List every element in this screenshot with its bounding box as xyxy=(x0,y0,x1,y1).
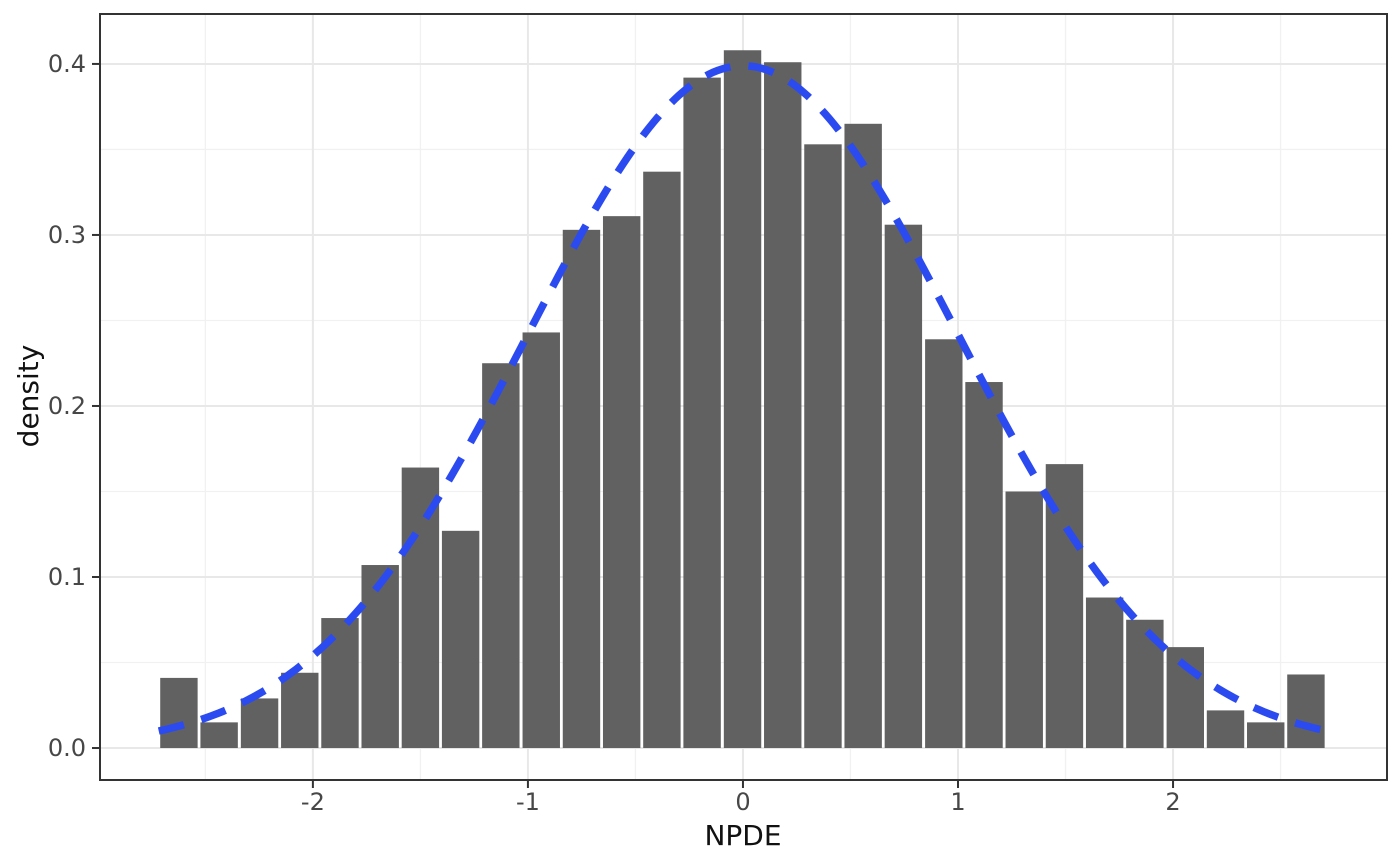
histogram-bar xyxy=(844,123,882,749)
histogram-bar xyxy=(804,144,842,749)
histogram-bar xyxy=(562,229,601,749)
histogram-bar xyxy=(240,698,279,749)
histogram-bar xyxy=(281,672,319,749)
histogram-bar xyxy=(602,216,641,749)
axis-tick-marks xyxy=(92,62,1175,788)
histogram-bar xyxy=(1287,674,1325,749)
normal-density-curve xyxy=(157,61,1326,735)
histogram-bar xyxy=(1206,710,1245,749)
x-axis-tick-labels: -2 -1 0 1 2 xyxy=(301,788,1181,816)
x-tick-label: -2 xyxy=(301,788,325,816)
histogram-bar xyxy=(643,171,681,749)
x-tick-label: -1 xyxy=(516,788,540,816)
y-axis-title: density xyxy=(12,345,45,448)
y-tick-label: 0.1 xyxy=(48,563,86,591)
histogram-bar xyxy=(884,224,923,749)
x-axis-title: NPDE xyxy=(704,819,781,852)
histogram-bar xyxy=(522,332,560,749)
histogram-bar xyxy=(1247,722,1285,749)
x-tick-label: 0 xyxy=(735,788,750,816)
x-tick-label: 2 xyxy=(1165,788,1180,816)
histogram-bar xyxy=(200,722,238,749)
x-tick-label: 1 xyxy=(950,788,965,816)
y-tick-label: 0.4 xyxy=(48,50,86,78)
histogram-bars xyxy=(160,50,1325,749)
histogram-bar xyxy=(482,363,520,749)
y-tick-label: 0.2 xyxy=(48,392,86,420)
histogram-bar xyxy=(361,565,399,749)
histogram-bar xyxy=(321,618,359,749)
histogram-bar xyxy=(925,339,963,749)
y-axis-tick-labels: 0.0 0.1 0.2 0.3 0.4 xyxy=(48,50,86,762)
normal-curve-path xyxy=(157,61,1326,735)
y-tick-label: 0.3 xyxy=(48,221,86,249)
histogram-bar xyxy=(965,382,1003,749)
histogram-bar xyxy=(401,467,440,749)
histogram-bar xyxy=(160,677,198,749)
histogram-bar xyxy=(683,77,721,749)
histogram-bar xyxy=(764,62,802,749)
histogram-bar xyxy=(723,50,762,749)
histogram-bar xyxy=(1085,597,1124,749)
histogram-bar xyxy=(441,530,480,749)
y-tick-label: 0.0 xyxy=(48,734,86,762)
histogram-bar xyxy=(1005,491,1043,749)
